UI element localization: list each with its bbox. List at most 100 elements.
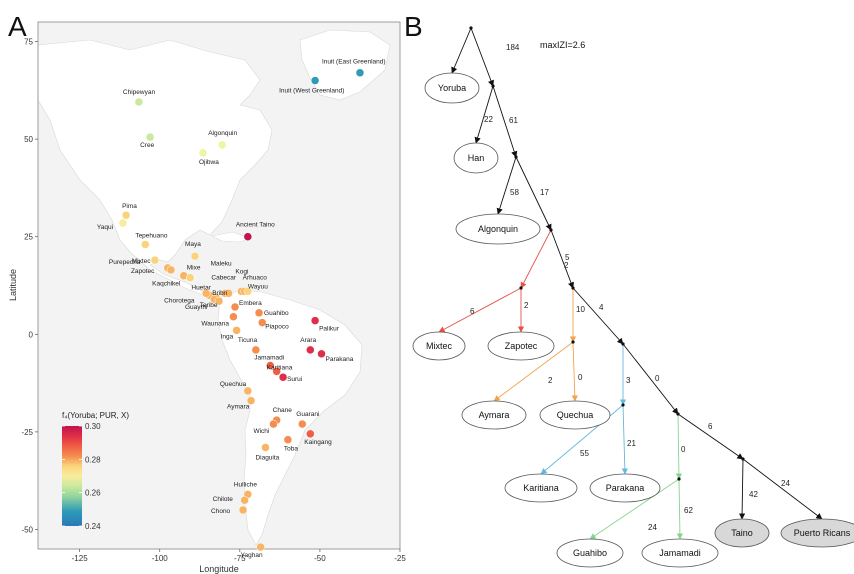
graph-node <box>539 400 611 430</box>
graph-node-label: Parakana <box>606 483 645 493</box>
map-point-label: Kogi <box>235 268 248 275</box>
graph-junction <box>621 403 625 407</box>
map-point-label: Cree <box>140 142 154 149</box>
graph-node-label: Algonquin <box>478 224 518 234</box>
y-axis-label: Latitude <box>8 269 18 301</box>
graph-node <box>780 518 854 548</box>
map-point <box>201 289 211 298</box>
map-point <box>306 345 315 355</box>
map-point <box>306 429 315 439</box>
graph-edge <box>438 287 522 333</box>
legend-tick-label: 0.24 <box>85 522 101 531</box>
map-point-label: Parakana <box>326 356 354 363</box>
graph-node <box>504 473 578 503</box>
map-point-label: Diaguita <box>255 455 279 462</box>
map-point-label: Huetar <box>191 284 211 291</box>
map-point-label: Kaingang <box>304 439 332 446</box>
graph-node <box>556 538 624 568</box>
map-point <box>229 312 238 321</box>
map-point-label: Arhuaco <box>243 274 268 281</box>
graph-edge <box>493 341 574 402</box>
map-point-label: Jamamadi <box>254 355 284 362</box>
map-point <box>246 396 256 405</box>
map-point-label: Tepehuano <box>135 233 168 240</box>
map-point-label: Guarani <box>296 411 319 418</box>
map-point-label: Maya <box>185 241 201 248</box>
graph-node <box>461 400 527 430</box>
graph-edge <box>515 156 552 231</box>
graph-edge <box>621 404 628 475</box>
graph-edge <box>589 478 680 540</box>
edge-weight-label: 22 <box>484 115 493 124</box>
graph-node <box>641 538 719 568</box>
edge-weight-label: 62 <box>684 506 693 515</box>
map-point <box>254 308 264 318</box>
edge-weight-label: 55 <box>580 449 589 458</box>
map-point-label: Karitiana <box>267 364 293 371</box>
map-point <box>261 443 270 452</box>
map-point <box>134 97 144 107</box>
graph-junction <box>469 26 473 30</box>
x-axis-label: Longitude <box>199 564 239 574</box>
map-frame <box>37 21 401 550</box>
legend-colorbar <box>62 426 82 526</box>
legend-tick-label: 0.30 <box>85 422 101 431</box>
graph-edge <box>572 287 624 345</box>
map-point <box>224 289 233 298</box>
graph-node-label: Zapotec <box>505 341 538 351</box>
graph-node-label: Puerto Ricans <box>794 528 851 538</box>
edge-weight-label: 21 <box>627 439 636 448</box>
map-point <box>214 296 224 306</box>
graph-junction <box>491 84 495 88</box>
graph-junction <box>519 286 523 290</box>
x-tick-label: -100 <box>152 554 169 563</box>
map-point-label: Ancient Taino <box>236 222 275 229</box>
edge-weight-label: 0 <box>578 373 583 382</box>
graph-edge <box>571 341 578 402</box>
edge-weight-label: 0 <box>655 374 660 383</box>
graph-junction <box>571 340 575 344</box>
map-point-label: Cabecar <box>211 274 236 281</box>
x-tick-label: -50 <box>314 554 326 563</box>
graph-edge <box>676 478 684 540</box>
map-point-label: Chono <box>211 508 231 515</box>
graph-node <box>453 142 499 174</box>
map-point-label: Surui <box>287 376 302 383</box>
map-point <box>166 265 176 275</box>
map-point <box>185 273 195 282</box>
map-point <box>266 361 275 370</box>
edge-weight-label: 24 <box>648 523 657 532</box>
x-tick-label: -125 <box>72 554 89 563</box>
edge-weight-label: 6 <box>708 422 713 431</box>
map-point <box>355 68 365 77</box>
maxz-annotation: maxIZI=2.6 <box>540 40 585 50</box>
greenland-landmass <box>299 29 391 101</box>
land-masses <box>37 29 391 546</box>
y-tick-label: -50 <box>21 525 33 534</box>
graph-edge <box>470 27 494 87</box>
edge-weight-label: 3 <box>626 376 631 385</box>
map-point-label: Mixtec <box>132 258 152 265</box>
map-point-label: Bribri <box>212 290 227 297</box>
map-point <box>298 419 307 429</box>
edge-weight-label: 4 <box>599 303 604 312</box>
graph-node-label: Taino <box>731 528 753 538</box>
map-point <box>243 232 253 241</box>
graph-node-label: Karitiana <box>523 483 559 493</box>
map-point <box>272 367 281 376</box>
map-point <box>310 316 320 325</box>
map-point <box>278 372 288 382</box>
edge-weight-label: 2 <box>548 376 553 385</box>
y-tick-label: -25 <box>21 428 33 437</box>
graph-node-label: Quechua <box>557 410 594 420</box>
edge-weight-label: 2 <box>564 261 569 270</box>
map-point-label: Mixe <box>187 265 201 272</box>
graph-junction <box>676 412 680 416</box>
map-point-label: Hulliche <box>234 481 258 488</box>
map-point <box>232 326 241 335</box>
edge-weight-label: 6 <box>470 307 475 316</box>
x-tick-label: -75 <box>234 554 246 563</box>
graph-edge <box>675 413 683 480</box>
legend-title: f₄(Yoruba; PUR, X) <box>62 411 129 420</box>
